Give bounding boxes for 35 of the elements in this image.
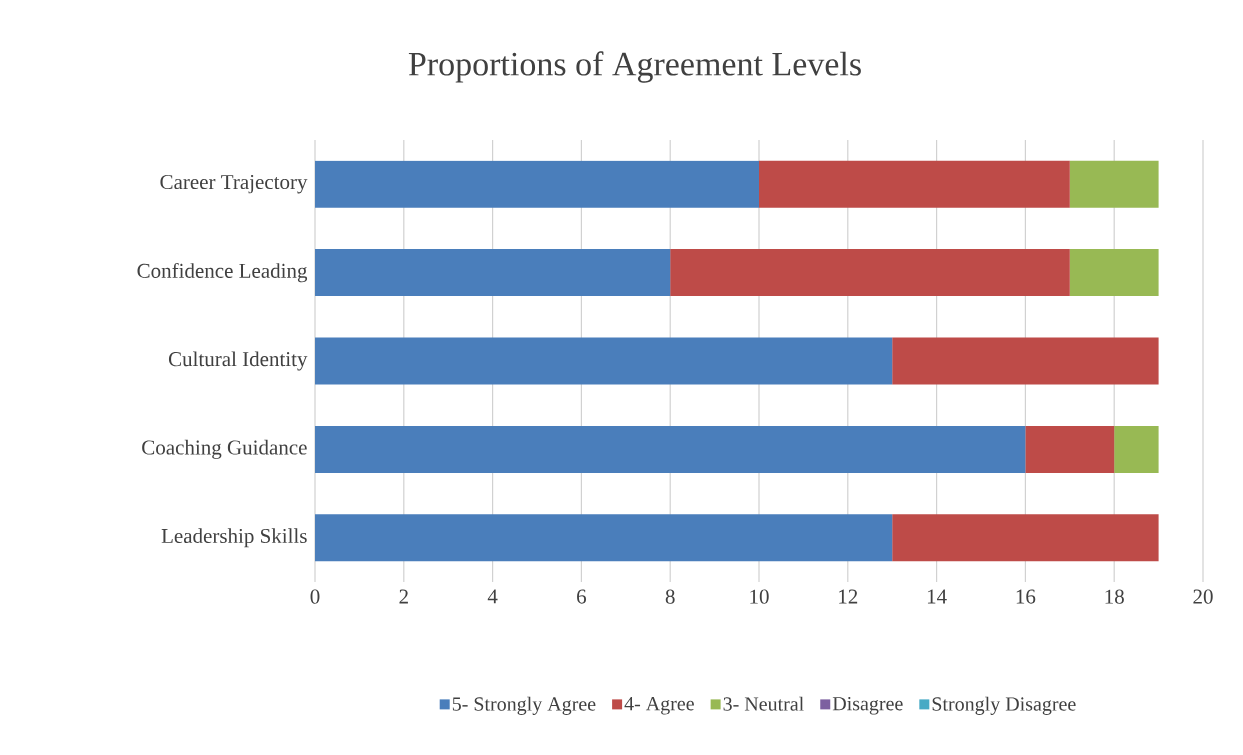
x-tick-label: 6: [577, 589, 587, 604]
legend-label: 5- Strongly Agree: [452, 696, 596, 715]
y-tick-label: Coaching Guidance: [142, 439, 307, 459]
x-tick-label: 8: [665, 589, 675, 604]
legend-label: Strongly Disagree: [932, 696, 1076, 715]
bar: [892, 514, 1159, 562]
bar: [670, 249, 1070, 297]
bar: [759, 160, 1070, 208]
x-tick-label: 20: [1193, 589, 1213, 604]
bar: [315, 337, 893, 385]
legend-label: 3- Neutral: [723, 696, 804, 711]
bar: [315, 425, 1026, 473]
bar: [1025, 425, 1115, 473]
x-tick-label: 16: [1016, 589, 1036, 604]
x-tick-label: 14: [927, 589, 947, 604]
y-tick-label: Career Trajectory: [160, 174, 308, 194]
x-tick-label: 10: [750, 589, 769, 604]
bar: [1069, 160, 1159, 208]
legend-label: 4- Agree: [624, 697, 694, 715]
y-tick-label: Confidence Leading: [137, 262, 308, 283]
x-tick-label: 2: [399, 589, 408, 604]
bar: [315, 160, 759, 208]
y-tick-label: Cultural Identity: [168, 351, 308, 371]
bar: [315, 249, 671, 297]
x-tick-label: 12: [839, 589, 858, 604]
legend-label: Disagree: [832, 697, 903, 715]
y-tick-label: Leadership Skills: [161, 528, 307, 548]
x-tick-label: 18: [1105, 589, 1124, 604]
x-tick-label: 4: [487, 589, 498, 604]
bar: [892, 337, 1159, 385]
x-tick-label: 0: [310, 589, 320, 604]
bar: [1114, 425, 1159, 473]
bar: [315, 514, 893, 562]
bar: [1069, 249, 1159, 297]
chart-title: Proportions of Agreement Levels: [408, 51, 861, 83]
